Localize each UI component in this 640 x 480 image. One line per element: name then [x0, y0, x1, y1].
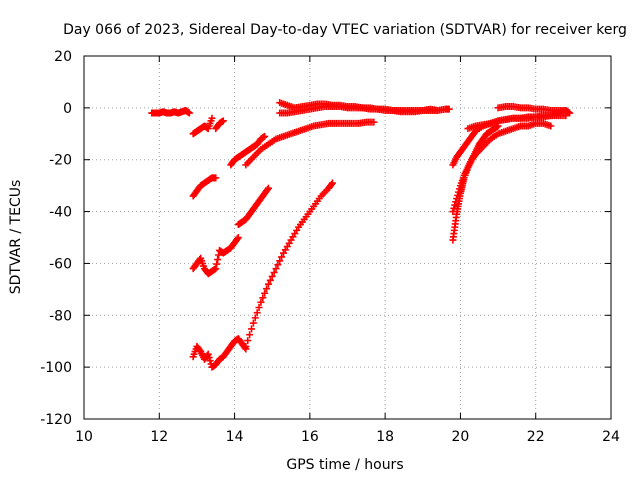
x-tick-label: 22	[527, 429, 545, 445]
data-point	[244, 337, 252, 345]
data-points	[148, 99, 574, 371]
data-point	[253, 309, 261, 317]
data-point	[266, 276, 274, 284]
data-point	[234, 234, 242, 241]
data-point	[255, 304, 263, 312]
series-arc-big-rise	[242, 118, 378, 169]
y-tick-label: -60	[49, 256, 72, 272]
data-point	[242, 345, 250, 353]
data-point	[451, 201, 459, 209]
data-point	[214, 256, 222, 264]
x-axis-label: GPS time / hours	[286, 457, 403, 473]
data-point	[264, 280, 272, 288]
data-point	[233, 235, 241, 243]
data-point	[449, 208, 457, 216]
series-arc-95-rise	[242, 179, 336, 350]
data-point	[454, 191, 462, 199]
data-point	[261, 289, 269, 297]
x-tick-label: 14	[226, 429, 244, 445]
data-point	[445, 105, 453, 113]
x-tick-label: 24	[602, 429, 620, 445]
series-arc-20	[227, 132, 269, 169]
axis-ticks: 10 12 14 16 18 20 22 24 -120 -100 -80 -60 -40 -20 0 20	[40, 49, 620, 445]
series-arc-near-zero-early	[148, 106, 193, 117]
data-point	[246, 331, 254, 339]
data-point	[328, 180, 336, 188]
data-point	[264, 184, 272, 192]
data-point	[278, 253, 286, 261]
series-arc-60	[189, 234, 242, 278]
y-tick-label: 20	[54, 49, 72, 65]
data-point	[270, 269, 278, 277]
data-point	[219, 117, 227, 125]
x-tick-label: 16	[301, 429, 319, 445]
data-point	[204, 350, 212, 358]
data-point	[452, 198, 460, 206]
data-point	[213, 260, 221, 268]
data-point	[566, 109, 574, 117]
y-tick-label: -120	[40, 412, 72, 428]
data-point	[328, 179, 336, 187]
series-arc-20h-steep	[449, 122, 502, 244]
y-tick-label: -80	[49, 308, 72, 324]
y-tick-label: -40	[49, 205, 72, 221]
series-arc-32	[189, 174, 220, 200]
chart-title: Day 066 of 2023, Sidereal Day-to-day VTE…	[63, 22, 627, 38]
x-tick-label: 12	[150, 429, 168, 445]
data-point	[185, 109, 193, 117]
data-point	[208, 114, 216, 122]
data-point	[274, 261, 282, 269]
series-arc-20h-mid	[449, 119, 555, 216]
series-arc-13h-low	[189, 114, 216, 138]
data-point	[455, 185, 463, 193]
series-arc-15.2-lower	[276, 103, 453, 117]
data-point	[272, 265, 280, 273]
x-tick-label: 18	[376, 429, 394, 445]
data-point	[251, 314, 259, 322]
data-point	[212, 174, 220, 182]
y-axis-label: SDTVAR / TECUs	[8, 180, 24, 295]
data-point	[547, 122, 555, 130]
data-point	[257, 298, 265, 306]
data-point	[264, 186, 272, 194]
data-point	[249, 319, 257, 327]
data-point	[241, 344, 249, 352]
x-tick-label: 10	[75, 429, 93, 445]
y-tick-label: 0	[63, 101, 72, 117]
series-arc-21-to-23	[494, 103, 570, 114]
data-point	[206, 357, 214, 365]
data-point	[370, 118, 378, 126]
x-tick-label: 20	[452, 429, 470, 445]
data-point	[212, 265, 220, 273]
y-tick-label: -100	[40, 360, 72, 376]
data-point	[450, 204, 458, 212]
y-tick-label: -20	[49, 153, 72, 169]
data-point	[263, 285, 271, 293]
data-point	[261, 132, 269, 140]
plot-frame	[83, 55, 612, 420]
data-point	[276, 257, 284, 265]
data-point	[205, 353, 213, 361]
data-point	[268, 272, 276, 280]
data-point	[562, 106, 570, 114]
data-point	[455, 188, 463, 196]
series-arc-13.5h-low	[212, 117, 227, 133]
data-point	[248, 325, 256, 333]
series-arc-95	[189, 335, 250, 371]
series-arc-45	[234, 184, 272, 229]
data-point	[259, 294, 267, 302]
data-point	[453, 195, 461, 203]
